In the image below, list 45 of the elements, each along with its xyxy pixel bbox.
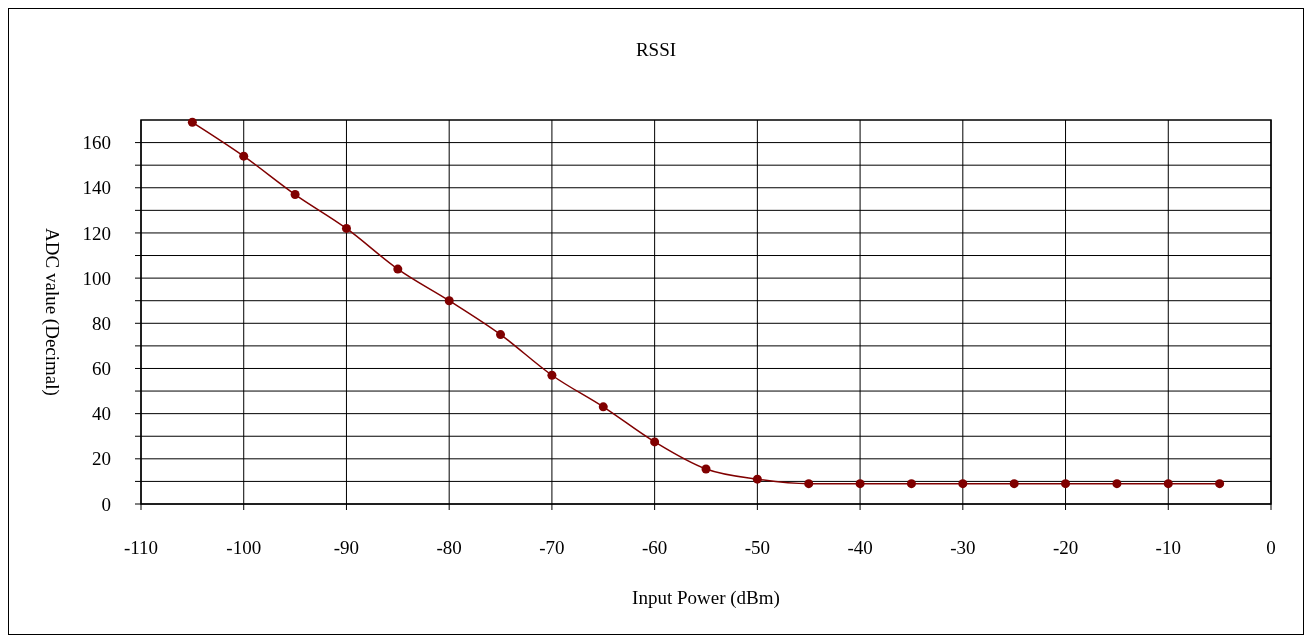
point [444,296,454,306]
point [187,117,197,127]
point [239,151,249,161]
x-tick-label: -20 [1052,537,1079,558]
y-tick-label: 0 [101,493,111,515]
y-tick-label: 160 [82,132,111,154]
point [290,190,300,200]
y-tick-label: 60 [92,358,111,380]
x-axis-title: Input Power (dBm) [632,587,780,609]
y-tick-label: 120 [82,222,111,244]
point [701,464,711,474]
point [393,264,403,274]
point [650,437,660,447]
x-tick-label: -90 [333,537,360,558]
point [496,330,506,340]
point [1061,479,1071,489]
x-tick-label: -30 [950,537,976,558]
x-tick-label: -80 [436,537,462,558]
x-tick-label: -70 [539,537,565,558]
x-tick-label: -10 [1155,537,1181,558]
point [1009,479,1019,489]
x-tick-label: -40 [847,537,873,558]
y-tick-label: 40 [92,403,111,425]
y-tick-label: 140 [82,177,111,199]
point [855,479,865,489]
point [547,370,557,380]
chart-title: RSSI [635,39,677,60]
point [804,479,814,489]
x-tick-label: -100 [226,537,262,558]
y-tick-label: 100 [82,267,111,289]
point [752,474,762,484]
point [1163,479,1173,489]
x-tick-label: -50 [744,537,771,558]
point [341,223,351,233]
point [1215,479,1225,489]
y-tick-label: 80 [92,312,111,334]
x-tick-label: 0 [1266,537,1276,558]
y-tick-label: 20 [92,448,111,470]
point [906,479,916,489]
x-tick-label: -110 [123,537,159,558]
point [1112,479,1122,489]
x-tick-label: -60 [641,537,668,558]
point [958,479,968,489]
point [598,402,608,412]
y-axis-title: ADC value (Decimal) [41,228,63,396]
